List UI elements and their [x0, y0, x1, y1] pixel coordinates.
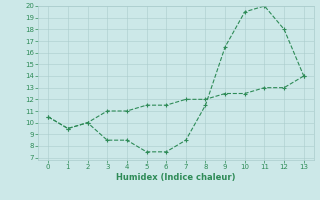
X-axis label: Humidex (Indice chaleur): Humidex (Indice chaleur): [116, 173, 236, 182]
